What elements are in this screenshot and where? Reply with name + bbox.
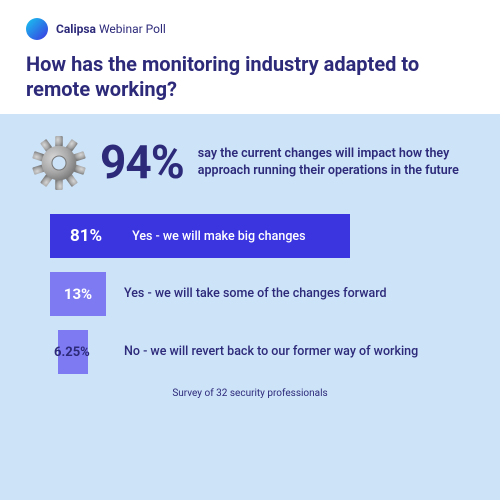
headline-stat: 94% say the current changes will impact …	[26, 136, 474, 190]
gear-icon	[32, 136, 86, 190]
footnote: Survey of 32 security professionals	[26, 374, 474, 409]
bar-chart: 81% Yes - we will make big changes 13% Yes …	[26, 214, 474, 374]
bar-label: Yes - we will take some of the changes f…	[124, 286, 450, 302]
bar-stack: 6.25%	[50, 330, 106, 374]
brand-logo-icon	[26, 18, 48, 40]
body-panel: 94% say the current changes will impact …	[0, 114, 500, 500]
infographic-card: Calipsa Webinar Poll How has the monitor…	[0, 0, 500, 500]
bar-percent: 13%	[64, 285, 92, 303]
bar-row: 81% Yes - we will make big changes	[50, 214, 450, 258]
headline-stat-text: say the current changes will impact how …	[198, 146, 468, 180]
bar-label: No - we will revert back to our former w…	[124, 344, 450, 360]
brand-text: Calipsa Webinar Poll	[56, 22, 166, 36]
brand-subtitle: Webinar Poll	[99, 22, 166, 36]
bar-segment: 81% Yes - we will make big changes	[50, 214, 350, 258]
brand-row: Calipsa Webinar Poll	[26, 18, 474, 40]
bar-label: Yes - we will make big changes	[132, 229, 305, 244]
brand-name: Calipsa	[56, 22, 96, 36]
bar-row: 6.25% No - we will revert back to our for…	[50, 330, 450, 374]
bar-segment: 13%	[50, 272, 106, 316]
headline: How has the monitoring industry adapted …	[26, 52, 474, 102]
bar-percent: 6.25%	[54, 345, 90, 360]
bar-row: 13% Yes - we will take some of the change…	[50, 272, 450, 316]
header: Calipsa Webinar Poll How has the monitor…	[0, 0, 500, 114]
headline-percent: 94%	[100, 136, 184, 190]
bar-percent: 81%	[70, 226, 102, 246]
